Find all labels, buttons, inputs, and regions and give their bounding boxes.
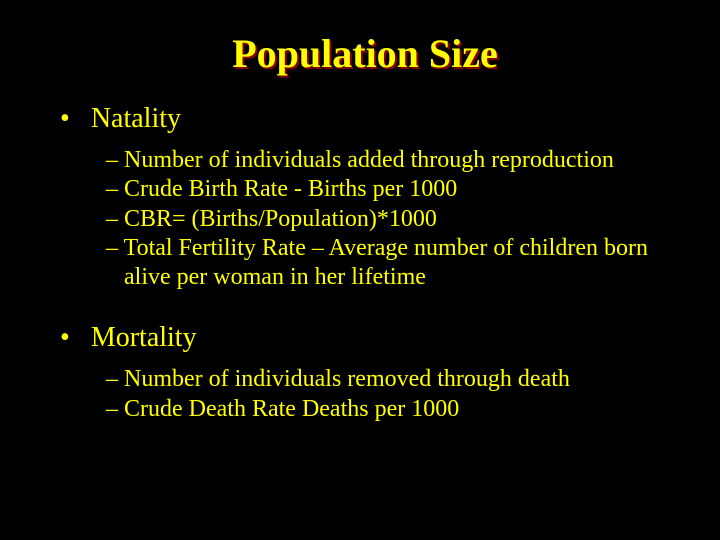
list-item: Number of individuals removed through de… — [106, 365, 680, 394]
list-item: Crude Death Rate Deaths per 1000 — [106, 395, 680, 424]
slide-title: Population Size Population Size — [50, 30, 680, 77]
sub-list: Number of individuals added through repr… — [106, 146, 680, 292]
section-heading-text: Natality — [91, 103, 181, 134]
sub-list: Number of individuals removed through de… — [106, 365, 680, 424]
list-item: CBR= (Births/Population)*1000 — [106, 205, 680, 234]
list-item: Number of individuals added through repr… — [106, 146, 680, 175]
section-heading-text: Mortality — [91, 322, 197, 353]
title-text: Population Size — [232, 31, 498, 76]
section-heading: Mortality — [60, 320, 680, 355]
list-item: Total Fertility Rate – Average number of… — [106, 234, 680, 293]
slide-container: Population Size Population Size Natality… — [0, 0, 720, 540]
section-heading: Natality — [60, 101, 680, 136]
list-item: Crude Birth Rate - Births per 1000 — [106, 175, 680, 204]
